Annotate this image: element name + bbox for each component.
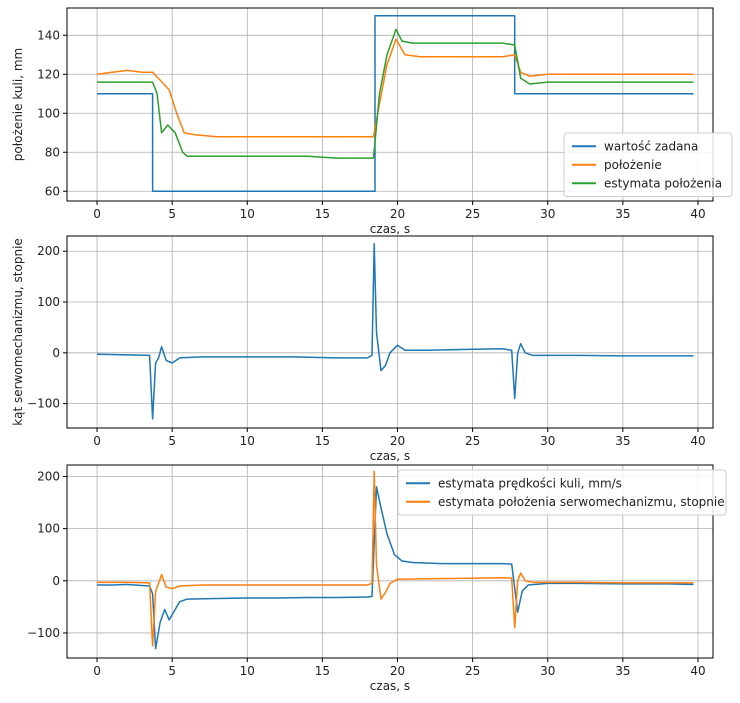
x-tick-label: 0 [93,664,101,678]
y-tick-label: −100 [27,626,60,640]
y-tick-label: 200 [37,469,60,483]
series-line-1 [96,242,694,420]
x-axis-label: czas, s [370,449,410,463]
x-tick-label: 30 [540,434,555,448]
x-tick-label: 20 [390,434,405,448]
x-tick-label: 25 [465,434,480,448]
y-tick-label: −100 [27,397,60,411]
x-tick-label: 35 [615,434,630,448]
x-tick-label: 5 [168,664,176,678]
y-tick-label: 100 [37,522,60,536]
x-tick-label: 20 [390,664,405,678]
x-axis-label: czas, s [370,222,410,236]
legend-entry: położenie [604,158,662,172]
chart-panel-1: 0 5 10 15 20 25 30 35 40 60 80 100 120 140 czas, s poło… [11,7,733,236]
y-tick-label: 140 [37,28,60,42]
x-tick-label: 5 [168,207,176,221]
x-tick-label: 10 [240,207,255,221]
y-tick-label: 120 [37,67,60,81]
x-tick-label: 10 [240,434,255,448]
series-line-3 [97,28,694,159]
legend-entry: estymata położenia [604,176,722,190]
x-tick-label: 40 [690,207,705,221]
x-tick-label: 0 [93,207,101,221]
y-tick-label: 0 [52,574,60,588]
y-tick-label: 80 [45,145,60,159]
x-tick-label: 15 [315,664,330,678]
x-tick-label: 30 [540,664,555,678]
y-tick-label: 200 [37,244,60,258]
x-tick-label: 40 [690,434,705,448]
legend-entry: wartość zadana [604,139,698,153]
x-tick-label: 5 [168,434,176,448]
y-tick-label: 100 [37,106,60,120]
series-line-1 [97,486,694,650]
x-tick-label: 35 [615,664,630,678]
chart-panel-3: 0 5 10 15 20 25 30 35 40 −100 0 100 200 czas, s estyma… [27,464,727,693]
plot-frame [66,464,714,659]
y-tick-label: 60 [45,184,60,198]
x-tick-label: 35 [615,207,630,221]
x-tick-label: 15 [315,434,330,448]
chart-panel-2: 0 5 10 15 20 25 30 35 40 −100 0 100 200 czas, s kąt se… [11,235,714,463]
plot-frame [66,235,714,429]
y-axis-label: kąt serwomechanizmu, stopnie [11,238,25,426]
series-line-2 [97,470,694,647]
x-tick-label: 10 [240,664,255,678]
legend-entry: estymata prędkości kuli, mm/s [438,476,622,490]
legend-box [563,132,733,197]
legend-box [397,469,727,516]
series-line-1 [97,15,694,193]
x-tick-label: 25 [465,664,480,678]
x-tick-label: 15 [315,207,330,221]
x-tick-label: 30 [540,207,555,221]
y-tick-label: 0 [52,346,60,360]
legend: estymata prędkości kuli, mm/s estymata po… [397,469,727,516]
x-tick-label: 25 [465,207,480,221]
plot-frame [66,7,714,202]
y-tick-label: 100 [37,295,60,309]
series-line-2 [96,38,694,138]
y-axis-label: położenie kuli, mm [11,48,25,161]
legend-entry: estymata położenia serwomechanizmu, stop… [438,495,725,509]
x-tick-label: 0 [93,434,101,448]
x-axis-label: czas, s [370,679,410,693]
x-tick-label: 20 [390,207,405,221]
x-tick-label: 40 [690,664,705,678]
legend: wartość zadana położenie estymata położeni… [563,132,733,197]
